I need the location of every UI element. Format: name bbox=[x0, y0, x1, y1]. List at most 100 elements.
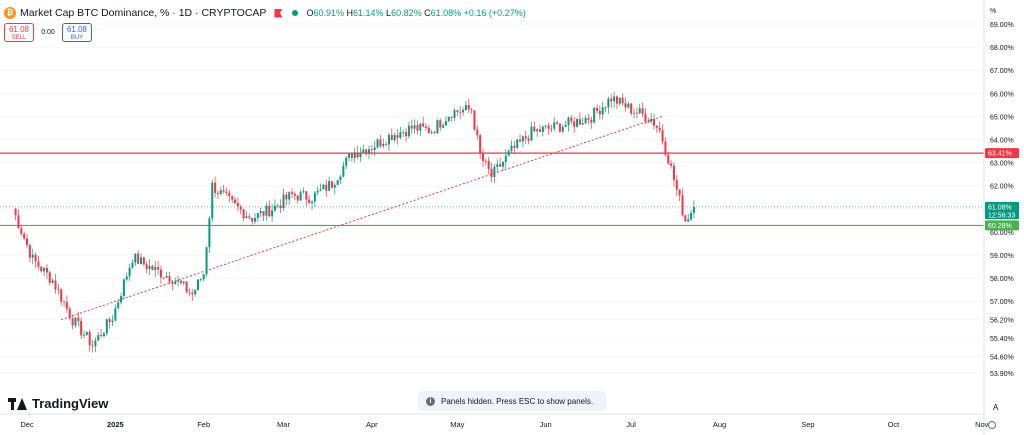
candle bbox=[578, 112, 581, 126]
candle bbox=[453, 107, 456, 122]
candle bbox=[630, 102, 633, 116]
candle bbox=[638, 103, 641, 115]
candle bbox=[573, 116, 576, 133]
candle bbox=[598, 105, 601, 120]
candle bbox=[419, 123, 422, 137]
candle bbox=[17, 209, 20, 229]
trendline[interactable] bbox=[61, 115, 663, 321]
candle bbox=[285, 191, 288, 205]
buy-button[interactable]: 61.08 BUY bbox=[62, 23, 92, 42]
candle bbox=[430, 129, 433, 135]
candle bbox=[157, 261, 160, 275]
candle bbox=[168, 271, 171, 285]
candle bbox=[544, 124, 547, 129]
candle bbox=[242, 208, 245, 222]
candle bbox=[159, 265, 162, 284]
price-tick-label: 59.00% bbox=[990, 253, 1014, 260]
price-tick-label: 54.60% bbox=[990, 355, 1014, 362]
flag-icon[interactable] bbox=[274, 8, 283, 18]
candle bbox=[140, 253, 142, 265]
candle bbox=[251, 217, 254, 225]
candle bbox=[97, 331, 100, 342]
candle bbox=[644, 108, 647, 125]
sell-button[interactable]: 61.08 SELL bbox=[4, 23, 34, 42]
candle bbox=[470, 107, 473, 114]
candle bbox=[74, 316, 77, 329]
price-axis[interactable]: 69.00% 68.00% 67.00% 66.00% 65.00% 64.00% 63.0… bbox=[990, 22, 1014, 378]
candle bbox=[211, 179, 214, 222]
candle bbox=[510, 140, 513, 153]
price-tick-label: 56.20% bbox=[990, 318, 1014, 325]
candle bbox=[547, 122, 550, 135]
candle bbox=[271, 203, 274, 222]
candle bbox=[533, 121, 536, 133]
candle bbox=[65, 295, 68, 313]
candle bbox=[507, 149, 510, 157]
candle bbox=[28, 243, 31, 263]
candle bbox=[519, 134, 522, 143]
symbol-header: ₿ Market Cap BTC Dominance, % · 1D · CRY… bbox=[4, 5, 526, 21]
candle bbox=[179, 280, 182, 285]
candle bbox=[148, 259, 151, 275]
candle bbox=[422, 116, 425, 128]
candle bbox=[245, 211, 248, 219]
candle bbox=[513, 141, 516, 155]
candle bbox=[342, 161, 345, 178]
candle bbox=[336, 180, 339, 186]
candle bbox=[524, 130, 527, 145]
candle bbox=[607, 96, 610, 114]
auto-scale-button[interactable]: A bbox=[993, 403, 999, 412]
candle bbox=[350, 153, 353, 162]
candle bbox=[459, 106, 462, 119]
gear-icon[interactable] bbox=[988, 421, 996, 429]
candle bbox=[31, 248, 34, 265]
candle bbox=[276, 203, 279, 209]
candle bbox=[88, 329, 91, 352]
candle bbox=[231, 195, 234, 204]
candle bbox=[26, 233, 28, 249]
candle bbox=[436, 119, 439, 135]
candle bbox=[302, 187, 305, 194]
price-tick-label: 62.00% bbox=[990, 184, 1014, 191]
panels-hidden-toast: i Panels hidden. Press ESC to show panel… bbox=[418, 391, 606, 411]
candlesticks bbox=[14, 91, 695, 353]
trendline-segment[interactable] bbox=[61, 115, 663, 321]
candle bbox=[553, 117, 556, 132]
candle bbox=[482, 148, 484, 167]
candle bbox=[254, 213, 256, 224]
candle bbox=[228, 189, 231, 203]
candle bbox=[493, 164, 496, 184]
svg-text:60.28%: 60.28% bbox=[988, 223, 1012, 230]
candle bbox=[385, 141, 388, 147]
candle bbox=[558, 122, 561, 133]
candle bbox=[501, 161, 504, 172]
candle bbox=[191, 289, 194, 301]
candle bbox=[296, 195, 299, 204]
symbol-title[interactable]: Market Cap BTC Dominance, % · 1D · CRYPT… bbox=[20, 7, 267, 19]
time-tick-label: 2025 bbox=[107, 420, 124, 429]
candle bbox=[476, 125, 479, 140]
tradingview-logo[interactable]: TradingView bbox=[8, 396, 108, 411]
time-axis[interactable]: Dec 2025 Feb Mar Apr May Jun Jul Aug Sep Oct Nov bbox=[20, 420, 988, 429]
candle bbox=[365, 148, 368, 157]
candle bbox=[584, 115, 587, 124]
price-tags: 63.41% 61.08%12:56:33 60.28% bbox=[985, 148, 1019, 231]
candle bbox=[356, 145, 359, 160]
candle bbox=[83, 330, 85, 339]
candle bbox=[613, 91, 616, 108]
candle bbox=[667, 151, 670, 165]
candle bbox=[621, 93, 624, 106]
candle bbox=[117, 299, 120, 310]
candle bbox=[521, 135, 524, 148]
candle bbox=[487, 156, 490, 175]
candle bbox=[48, 270, 51, 286]
candle bbox=[77, 312, 80, 327]
candle bbox=[444, 116, 447, 127]
candle bbox=[234, 196, 237, 205]
time-tick-label: Jun bbox=[540, 420, 552, 429]
candle bbox=[376, 137, 379, 149]
candle bbox=[604, 106, 607, 113]
candle bbox=[182, 280, 185, 286]
candle bbox=[105, 318, 108, 336]
